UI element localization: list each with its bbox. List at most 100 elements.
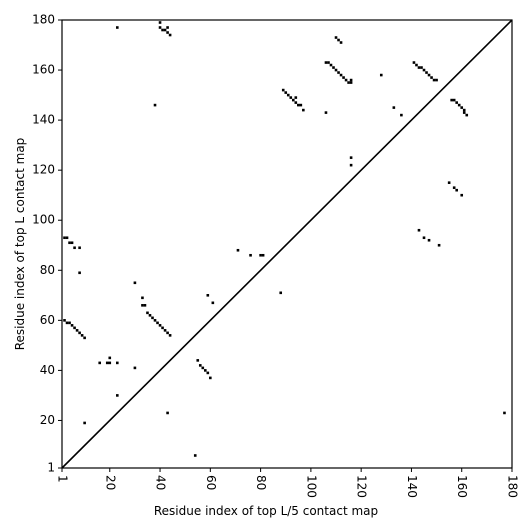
contact-point: [116, 26, 119, 29]
contact-point: [425, 71, 428, 74]
contact-point: [153, 319, 157, 322]
contact-point: [68, 321, 71, 325]
contact-point: [168, 334, 172, 337]
contact-point: [462, 111, 466, 114]
x-tick-label: 120: [355, 475, 369, 498]
x-tick-label: 1: [56, 475, 70, 483]
contact-point: [249, 253, 252, 257]
contact-point: [327, 61, 330, 64]
x-tick-label: 20: [103, 475, 117, 490]
contact-point: [83, 421, 86, 425]
contact-point: [70, 241, 74, 245]
contact-point: [75, 329, 79, 332]
contact-point: [430, 76, 433, 79]
contact-point: [141, 296, 144, 300]
contact-point: [400, 113, 403, 117]
contact-point: [299, 103, 303, 107]
y-tick-label: 20: [40, 413, 55, 427]
contact-point: [435, 78, 438, 82]
contact-point: [284, 91, 288, 94]
contact-point: [344, 78, 348, 82]
x-tick-label: 160: [455, 475, 469, 498]
contact-point: [168, 33, 172, 37]
contact-point: [450, 98, 453, 102]
contact-point: [460, 193, 464, 197]
contact-point: [161, 326, 164, 330]
contact-point: [211, 301, 215, 305]
contact-point: [158, 324, 162, 327]
contact-point: [201, 366, 205, 370]
contact-point: [78, 271, 81, 275]
contact-point: [286, 93, 290, 97]
contact-point: [417, 228, 421, 232]
contact-point: [455, 101, 458, 104]
contact-point: [203, 369, 207, 372]
contact-point: [294, 101, 298, 104]
contact-point: [337, 71, 340, 74]
contact-point: [329, 63, 333, 67]
contact-point: [83, 336, 86, 340]
contact-point: [412, 61, 416, 64]
contact-point: [156, 321, 159, 325]
contact-point: [141, 304, 144, 307]
x-tick-label: 140: [405, 475, 419, 498]
contact-point: [166, 31, 169, 34]
contact-point: [236, 248, 240, 252]
x-tick-label: 60: [204, 475, 218, 490]
contact-point: [297, 103, 300, 107]
contact-point: [337, 38, 340, 42]
y-tick-label: 100: [32, 213, 55, 227]
contact-point: [460, 106, 464, 109]
contact-point: [334, 36, 338, 39]
contact-point: [65, 236, 69, 240]
contact-point: [116, 394, 119, 397]
contact-point: [427, 238, 431, 242]
contact-point: [63, 319, 66, 322]
y-tick-label: 80: [40, 263, 55, 277]
x-axis-label: Residue index of top L/5 contact map: [154, 504, 378, 518]
contact-point: [465, 113, 469, 117]
y-axis-label: Residue index of top L contact map: [13, 138, 27, 351]
y-tick-label: 140: [32, 113, 55, 127]
contact-point: [133, 281, 137, 285]
x-tick-label: 180: [506, 475, 520, 498]
contact-point: [209, 376, 212, 380]
contact-point: [452, 98, 456, 102]
contact-point: [70, 324, 74, 327]
contact-point: [196, 359, 200, 362]
contact-point: [457, 103, 461, 107]
contact-point: [78, 246, 81, 250]
y-tick-label: 60: [40, 313, 55, 327]
contact-point: [158, 26, 162, 29]
contact-point: [108, 356, 112, 360]
contact-point: [116, 361, 119, 365]
contact-point: [163, 28, 167, 32]
contact-point: [342, 76, 345, 79]
contact-point: [503, 411, 506, 415]
contact-point: [349, 156, 353, 159]
contact-point: [198, 364, 202, 367]
contact-point: [349, 81, 353, 84]
contact-point: [158, 21, 162, 24]
contact-point: [452, 186, 456, 189]
contact-point: [98, 361, 102, 365]
contact-point: [63, 236, 66, 240]
contact-point: [166, 411, 169, 415]
contact-point: [294, 96, 298, 99]
y-tick-label: 1: [47, 461, 55, 475]
contact-point: [148, 314, 152, 317]
contact-point: [324, 61, 328, 64]
plot-frame: [61, 19, 513, 469]
contact-point: [349, 78, 353, 82]
contact-point: [415, 63, 418, 67]
contact-point: [151, 316, 154, 320]
contact-point: [279, 291, 283, 295]
contact-point: [324, 111, 328, 114]
contact-point: [133, 366, 137, 370]
contact-point: [163, 329, 167, 332]
contact-point: [261, 253, 265, 257]
x-tick-label: 100: [304, 475, 318, 498]
contact-point: [291, 98, 295, 102]
